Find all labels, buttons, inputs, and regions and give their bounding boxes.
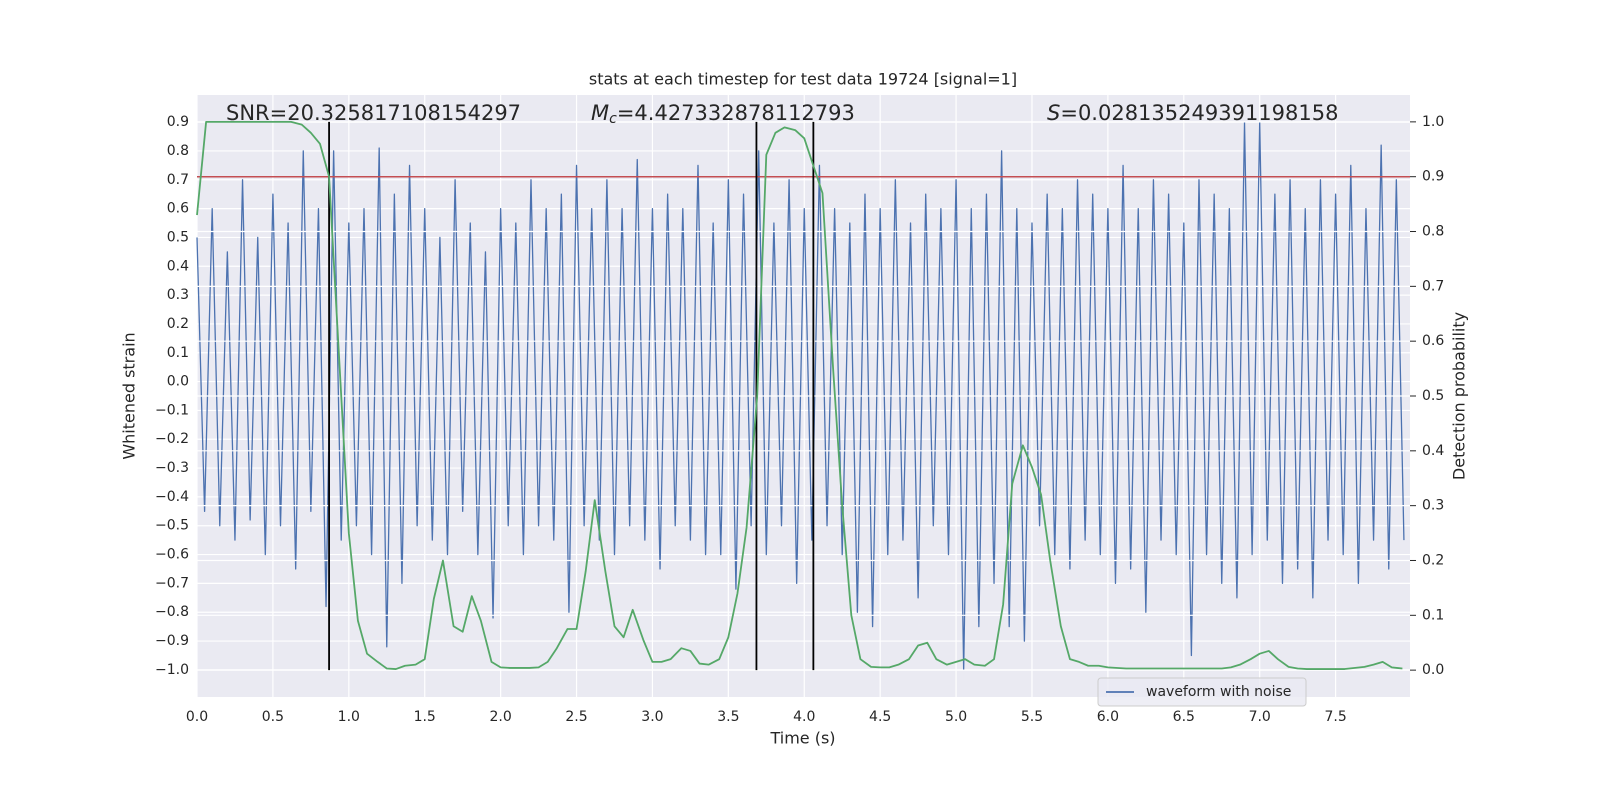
x-tick-label: 1.0 <box>338 709 360 725</box>
x-tick-label: 4.5 <box>869 709 891 725</box>
x-tick-label: 0.5 <box>262 709 284 725</box>
y2-tick-label: 0.7 <box>1422 278 1444 294</box>
x-tick-label: 5.0 <box>945 709 967 725</box>
x-tick-label: 1.5 <box>414 709 436 725</box>
y2-tick-label: 0.5 <box>1422 388 1444 404</box>
x-tick-label: 0.0 <box>186 709 208 725</box>
y-tick-label: 0.3 <box>167 287 189 303</box>
annotation-symbol: M <box>591 101 609 125</box>
y-tick-label: 0.2 <box>167 316 189 332</box>
y-tick-label: −0.8 <box>155 604 189 620</box>
y-tick-label: −0.1 <box>155 402 189 418</box>
legend-label: waveform with noise <box>1146 684 1291 700</box>
y2-tick-label: 0.8 <box>1422 224 1444 240</box>
y2-tick-label: 1.0 <box>1422 114 1444 130</box>
annotation-symbol: S <box>1047 101 1060 125</box>
y-tick-label: 0.6 <box>167 201 189 217</box>
y2-tick-label: 0.2 <box>1422 552 1444 568</box>
x-tick-label: 4.0 <box>793 709 815 725</box>
y2-tick-label: 0.9 <box>1422 169 1444 185</box>
y2-tick-label: 0.0 <box>1422 662 1444 678</box>
x-tick-label: 7.5 <box>1324 709 1346 725</box>
y-tick-label: 0.1 <box>167 345 189 361</box>
y-axis-label: Whitened strain <box>120 332 139 459</box>
annotation-text: SNR=20.325817108154297 <box>226 101 521 125</box>
x-tick-label: 2.0 <box>489 709 511 725</box>
x-tick-label: 5.5 <box>1021 709 1043 725</box>
annotation: SNR=20.325817108154297 <box>226 101 521 125</box>
x-tick-label: 6.5 <box>1173 709 1195 725</box>
annotation: S=0.028135249391198158 <box>1047 101 1338 125</box>
x-tick-label: 2.5 <box>565 709 587 725</box>
y2-axis-label: Detection probability <box>1450 312 1469 480</box>
y2-tick-label: 0.4 <box>1422 443 1444 459</box>
x-axis-label: Time (s) <box>769 729 835 748</box>
x-tick-label: 3.0 <box>641 709 663 725</box>
annotation-text: =0.028135249391198158 <box>1060 101 1338 125</box>
y2-tick-label: 0.6 <box>1422 333 1444 349</box>
x-tick-label: 7.0 <box>1249 709 1271 725</box>
y-tick-label: 0.9 <box>167 114 189 130</box>
annotation-subscript: c <box>609 111 617 127</box>
y-tick-label: −0.9 <box>155 633 189 649</box>
x-tick-label: 6.0 <box>1097 709 1119 725</box>
x-tick-label: 3.5 <box>717 709 739 725</box>
y2-tick-label: 0.1 <box>1422 607 1444 623</box>
y-tick-label: −0.4 <box>155 489 189 505</box>
chart-title: stats at each timestep for test data 197… <box>589 70 1017 89</box>
annotation-text: =4.427332878112793 <box>617 101 855 125</box>
y-tick-label: −0.5 <box>155 518 189 534</box>
y2-tick-label: 0.3 <box>1422 498 1444 514</box>
annotation: Mc=4.427332878112793 <box>591 101 855 127</box>
y-tick-label: −0.6 <box>155 547 189 563</box>
y-tick-label: −0.3 <box>155 460 189 476</box>
y-tick-label: 0.4 <box>167 258 189 274</box>
y-tick-label: 0.7 <box>167 172 189 188</box>
y-tick-label: −0.7 <box>155 575 189 591</box>
y-tick-label: 0.8 <box>167 143 189 159</box>
series-line <box>196 120 1403 670</box>
legend-box <box>1097 677 1307 707</box>
y-tick-label: 0.5 <box>167 229 189 245</box>
y-tick-label: 0.0 <box>167 374 189 390</box>
y-tick-label: −0.2 <box>155 431 189 447</box>
y-tick-label: −1.0 <box>155 662 189 678</box>
